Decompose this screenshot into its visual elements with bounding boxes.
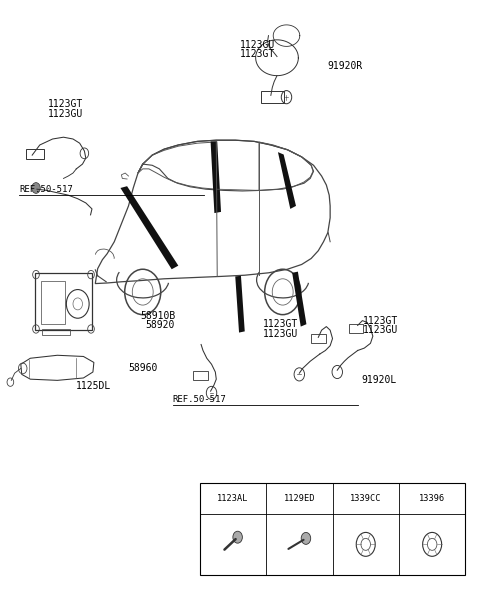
Bar: [35, 273, 92, 330]
Text: 1123GT: 1123GT: [240, 49, 275, 59]
Bar: [192, 371, 208, 380]
Text: 1123GU: 1123GU: [48, 109, 83, 119]
Polygon shape: [292, 271, 306, 327]
Bar: [311, 334, 326, 343]
Polygon shape: [278, 152, 296, 209]
Polygon shape: [211, 141, 221, 213]
Text: 1129ED: 1129ED: [284, 494, 315, 502]
Text: 58910B: 58910B: [140, 311, 176, 321]
Circle shape: [233, 531, 242, 543]
Text: 1123GT: 1123GT: [362, 315, 397, 326]
Bar: [25, 148, 44, 159]
Polygon shape: [120, 186, 179, 269]
Circle shape: [301, 532, 311, 545]
Text: 1123GT: 1123GT: [263, 319, 298, 329]
Bar: [200, 482, 466, 575]
Text: 1339CC: 1339CC: [350, 494, 382, 502]
Circle shape: [32, 183, 40, 194]
Bar: [261, 91, 284, 103]
Text: 58920: 58920: [145, 320, 175, 330]
Text: 13396: 13396: [419, 494, 445, 502]
Text: 1123GT: 1123GT: [48, 99, 83, 109]
Text: 91920R: 91920R: [328, 60, 363, 71]
Text: 91920L: 91920L: [361, 375, 396, 385]
Text: 1123GU: 1123GU: [263, 329, 298, 339]
Bar: [349, 324, 363, 333]
Text: 1123GU: 1123GU: [362, 325, 397, 335]
Text: REF.50-517: REF.50-517: [173, 395, 227, 404]
Bar: [42, 329, 70, 335]
Bar: [41, 281, 65, 324]
Text: 1125DL: 1125DL: [76, 381, 111, 391]
Polygon shape: [235, 276, 245, 333]
Text: 1123AL: 1123AL: [217, 494, 249, 502]
Text: 1123GU: 1123GU: [240, 40, 275, 49]
Text: 58960: 58960: [129, 364, 158, 373]
Text: REF.50-517: REF.50-517: [19, 185, 73, 194]
